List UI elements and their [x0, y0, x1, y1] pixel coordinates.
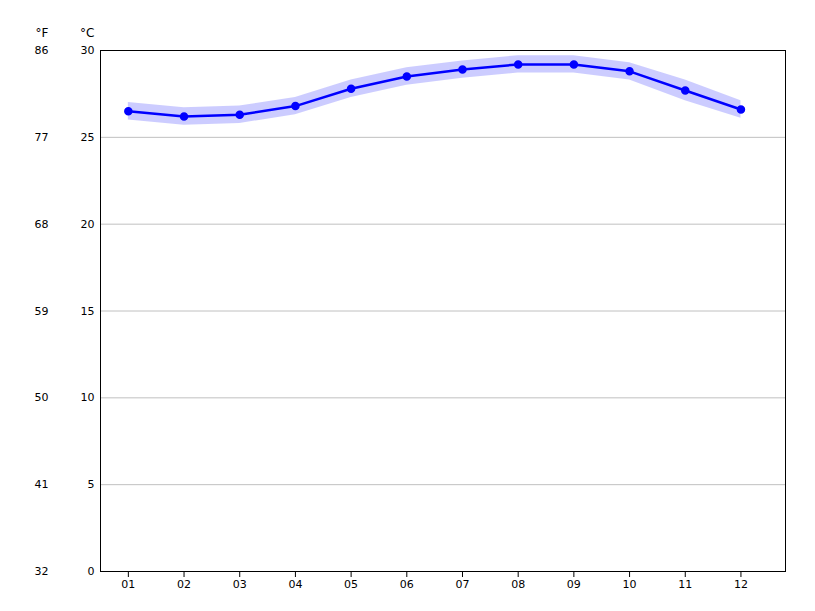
svg-text:09: 09: [567, 578, 581, 591]
svg-text:05: 05: [344, 578, 358, 591]
svg-text:15: 15: [81, 305, 95, 318]
svg-text:77: 77: [35, 131, 49, 144]
svg-text:32: 32: [35, 565, 49, 578]
svg-text:03: 03: [233, 578, 247, 591]
svg-text:68: 68: [35, 218, 49, 231]
svg-text:°C: °C: [80, 26, 94, 40]
svg-text:59: 59: [35, 305, 49, 318]
svg-text:11: 11: [678, 578, 692, 591]
svg-text:01: 01: [121, 578, 135, 591]
svg-text:10: 10: [623, 578, 637, 591]
svg-text:41: 41: [35, 478, 49, 491]
svg-text:12: 12: [734, 578, 748, 591]
svg-text:20: 20: [81, 218, 95, 231]
svg-text:02: 02: [177, 578, 191, 591]
svg-text:07: 07: [455, 578, 469, 591]
svg-text:06: 06: [400, 578, 414, 591]
svg-text:25: 25: [81, 131, 95, 144]
svg-text:0: 0: [88, 565, 95, 578]
svg-text:08: 08: [511, 578, 525, 591]
svg-text:50: 50: [35, 391, 49, 404]
svg-text:30: 30: [81, 44, 95, 57]
svg-text:10: 10: [81, 391, 95, 404]
svg-text:86: 86: [35, 44, 49, 57]
svg-text:°F: °F: [36, 26, 49, 40]
svg-text:5: 5: [88, 478, 95, 491]
svg-text:04: 04: [288, 578, 302, 591]
